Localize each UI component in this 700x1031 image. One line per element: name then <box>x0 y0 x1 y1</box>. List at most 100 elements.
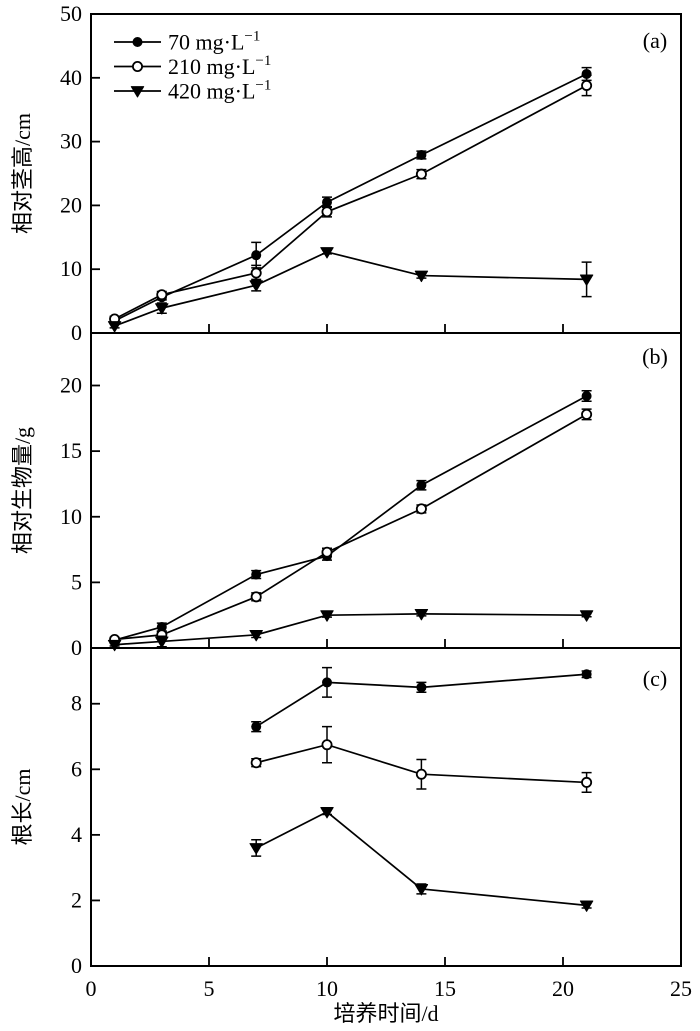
y-tick-label: 6 <box>71 756 82 781</box>
marker-circle-filled-icon <box>416 480 427 491</box>
series-line <box>255 743 587 784</box>
marker-circle-filled-icon <box>156 622 167 632</box>
marker-triangle-down-icon <box>579 274 594 286</box>
marker-triangle-down-icon <box>320 610 334 622</box>
marker-triangle-down-icon <box>249 280 263 292</box>
y-tick-label: 30 <box>60 129 82 154</box>
marker-triangle-down-icon <box>320 807 334 819</box>
series-line <box>114 73 587 322</box>
x-tick-label: 5 <box>204 976 215 1001</box>
series-line <box>114 84 588 320</box>
marker-circle-open-icon <box>250 267 262 279</box>
chart-generated-content: 0 10 20 30 40 50 0 5 10 15 20 0 2 4 6 8 0 5 10 15 20 25 70 mg·… <box>60 1 692 1001</box>
x-tick-label: 15 <box>434 976 456 1001</box>
y-tick-label: 2 <box>71 887 82 912</box>
y-tick-label: 20 <box>60 373 82 398</box>
series-210 <box>109 408 593 645</box>
x-axis-title: 培养时间/d <box>333 1001 438 1026</box>
marker-circle-open-icon <box>131 61 143 73</box>
marker-triangle-down-icon <box>107 321 122 333</box>
marker-circle-filled-icon <box>416 682 427 693</box>
y-tick-label: 0 <box>71 953 82 978</box>
marker-circle-open-icon <box>415 503 427 515</box>
marker-circle-open-icon <box>321 546 333 558</box>
marker-circle-open-icon <box>250 757 262 769</box>
series-line <box>255 810 587 907</box>
legend-item: 420 mg·L−1 <box>114 78 271 104</box>
series-420 <box>249 807 594 912</box>
series-420 <box>107 247 594 333</box>
marker-triangle-down-icon <box>107 639 122 652</box>
y-tick-label: 4 <box>71 822 82 847</box>
y-axis-title-panel-c: 根长/cm <box>10 769 35 846</box>
marker-triangle-down-icon <box>249 843 263 855</box>
legend-item: 210 mg·L−1 <box>114 53 271 79</box>
series-70 <box>109 390 592 646</box>
marker-circle-filled-icon <box>581 68 592 79</box>
panel-label-a: (a) <box>643 28 667 53</box>
y-tick-label: 10 <box>60 256 82 281</box>
marker-triangle-down-icon <box>414 608 429 621</box>
marker-circle-open-icon <box>581 776 593 788</box>
x-tick-label: 10 <box>316 976 338 1001</box>
legend-label: 70 mg·L−1 <box>168 29 260 55</box>
x-tick-label: 0 <box>86 976 97 1001</box>
y-tick-label: 0 <box>71 320 82 345</box>
marker-circle-filled-icon <box>251 250 262 261</box>
series-line <box>255 673 587 728</box>
marker-triangle-down-icon <box>414 270 429 283</box>
y-tick-label: 10 <box>60 504 82 529</box>
series-line <box>114 395 588 641</box>
series-line <box>114 613 587 646</box>
y-axis-title-panel-a: 相对茎高/cm <box>10 113 35 234</box>
marker-triangle-down-icon <box>320 247 334 259</box>
marker-triangle-down-icon <box>249 629 263 642</box>
marker-circle-open-icon <box>581 79 593 91</box>
series-210 <box>250 725 593 793</box>
y-tick-label: 0 <box>71 635 82 660</box>
x-tick-label: 25 <box>670 976 692 1001</box>
marker-triangle-down-icon <box>155 636 169 648</box>
marker-circle-open-icon <box>415 168 427 180</box>
marker-triangle-down-icon <box>579 610 594 622</box>
panel-label-c: (c) <box>643 666 667 691</box>
marker-circle-filled-icon <box>322 677 332 688</box>
series-70 <box>109 66 592 326</box>
marker-circle-filled-icon <box>581 391 592 401</box>
panel-label-b: (b) <box>642 344 668 369</box>
panel-a: 0 10 20 30 40 50 <box>60 1 594 345</box>
marker-triangle-down-icon <box>414 884 429 896</box>
marker-circle-filled-icon <box>251 569 262 580</box>
y-tick-label: 50 <box>60 1 82 26</box>
marker-triangle-down-icon <box>579 900 594 912</box>
series-210 <box>109 74 593 325</box>
marker-circle-filled-icon <box>322 197 332 208</box>
marker-circle-open-icon <box>156 289 168 301</box>
marker-circle-filled-icon <box>581 669 592 680</box>
legend-label: 210 mg·L−1 <box>168 53 271 79</box>
marker-circle-filled-icon <box>251 721 262 732</box>
marker-circle-open-icon <box>581 408 593 420</box>
y-axis-title-panel-b: 相对生物量/g <box>10 427 35 554</box>
marker-circle-open-icon <box>250 591 262 603</box>
series-420 <box>107 608 594 652</box>
marker-triangle-down-icon <box>155 303 169 315</box>
y-tick-label: 5 <box>71 569 82 594</box>
marker-circle-filled-icon <box>132 37 143 47</box>
marker-triangle-down-icon <box>130 86 145 98</box>
marker-circle-open-icon <box>321 206 333 218</box>
panel-b: 0 5 10 15 20 <box>60 373 594 660</box>
legend-label: 420 mg·L−1 <box>168 78 271 104</box>
y-tick-label: 40 <box>60 65 82 90</box>
panel-c: 0 2 4 6 8 <box>71 666 594 978</box>
series-line <box>114 251 587 327</box>
figure-frame <box>90 13 682 967</box>
legend-item: 70 mg·L−1 <box>114 29 260 55</box>
marker-circle-open-icon <box>321 739 333 751</box>
series-70 <box>251 666 592 733</box>
x-tick-label: 20 <box>552 976 574 1001</box>
marker-circle-filled-icon <box>416 149 427 160</box>
